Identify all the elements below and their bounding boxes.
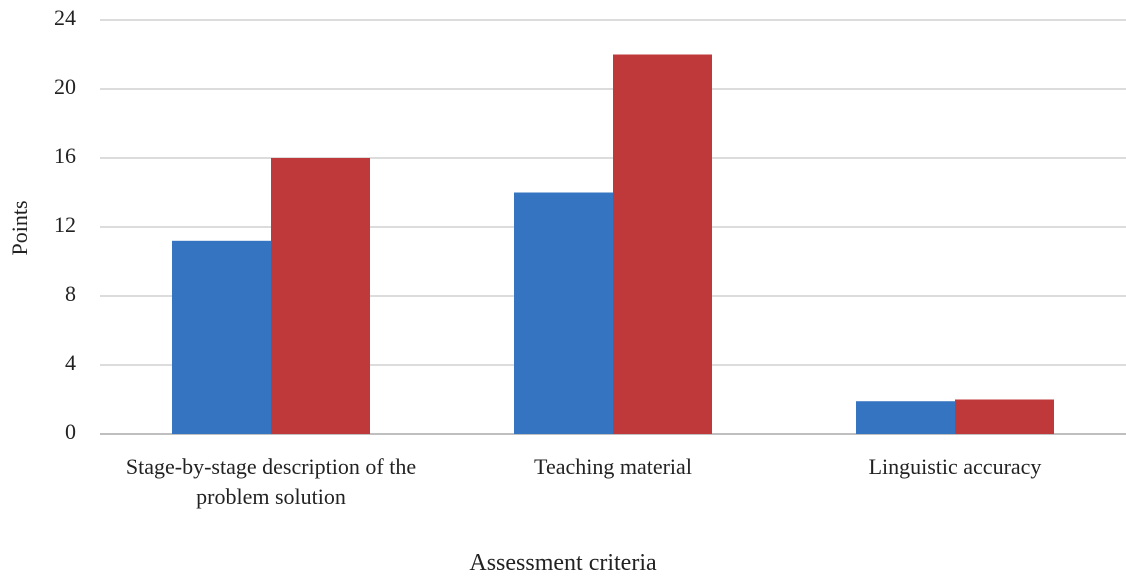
y-tick-label: 24 bbox=[54, 5, 76, 30]
bar bbox=[514, 192, 613, 434]
y-axis-title: Points bbox=[7, 200, 32, 255]
x-tick-label: Teaching material bbox=[534, 454, 692, 479]
bar bbox=[172, 240, 271, 434]
bar bbox=[271, 158, 370, 434]
y-tick-label: 4 bbox=[65, 350, 76, 375]
x-tick-label: Stage-by-stage description of the proble… bbox=[125, 454, 417, 509]
bar bbox=[955, 399, 1054, 434]
y-tick-label: 20 bbox=[54, 74, 76, 99]
y-tick-label: 8 bbox=[65, 281, 76, 306]
bar bbox=[856, 401, 955, 434]
bar bbox=[613, 54, 712, 434]
y-tick-label: 0 bbox=[65, 419, 76, 444]
y-tick-label: 12 bbox=[54, 212, 76, 237]
x-tick-label: Linguistic accuracy bbox=[868, 454, 1042, 479]
y-tick-label: 16 bbox=[54, 143, 76, 168]
x-axis-title: Assessment criteria bbox=[469, 550, 657, 576]
